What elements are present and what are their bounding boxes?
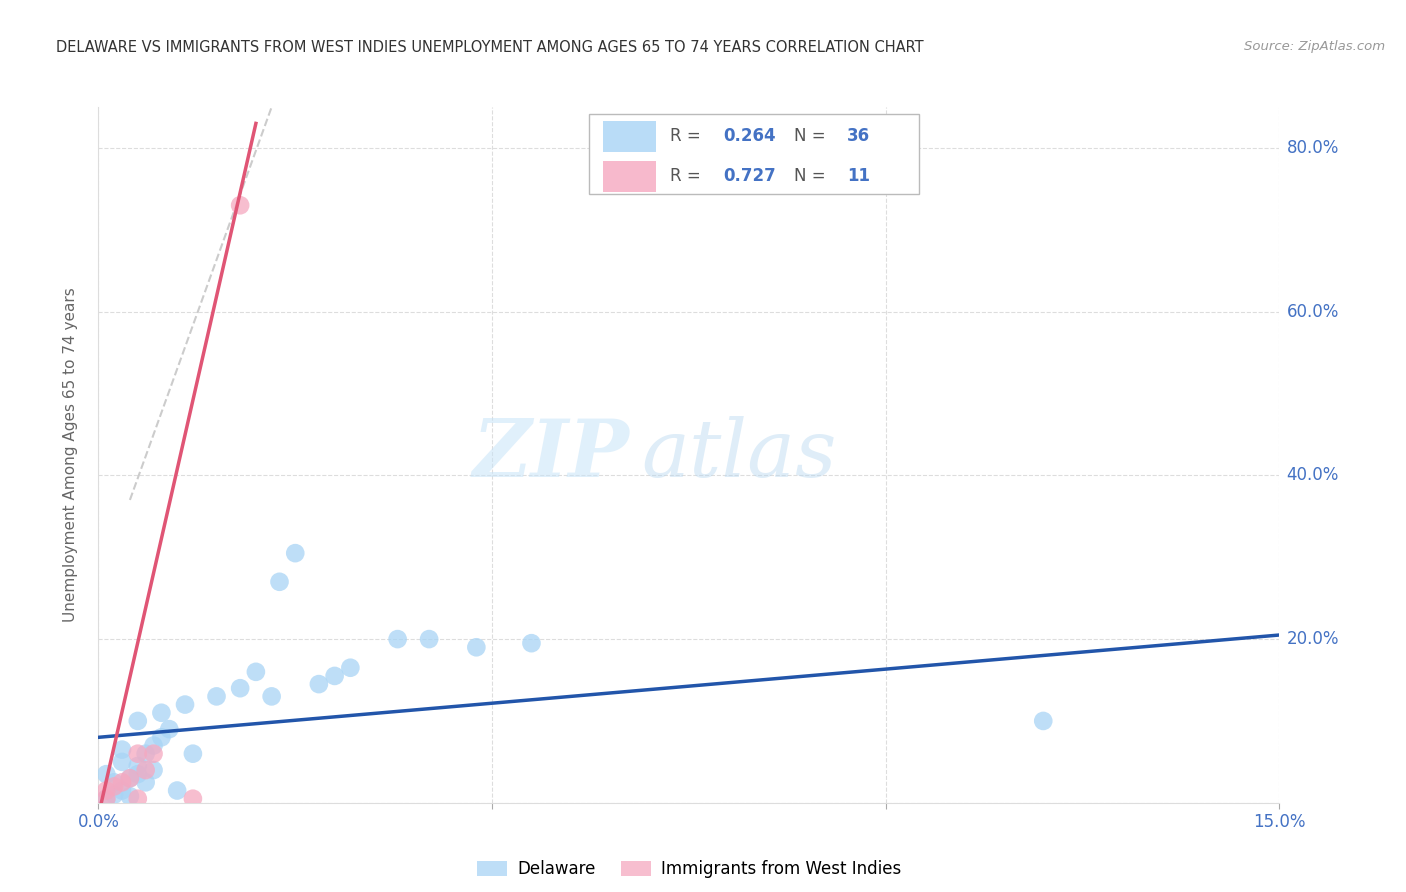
Text: 0.727: 0.727 [723, 168, 776, 186]
Point [103, 788, 125, 802]
Point [118, 771, 141, 785]
Point [96, 791, 118, 805]
Point [127, 747, 149, 761]
Text: DELAWARE VS IMMIGRANTS FROM WEST INDIES UNEMPLOYMENT AMONG AGES 65 TO 74 YEARS C: DELAWARE VS IMMIGRANTS FROM WEST INDIES … [56, 40, 924, 55]
Point [181, 791, 204, 805]
Text: N =: N = [794, 168, 831, 186]
Point [1032, 714, 1054, 728]
Point [229, 681, 252, 696]
Point [260, 690, 283, 704]
Text: 40.0%: 40.0% [1286, 467, 1339, 484]
Text: 11: 11 [848, 168, 870, 186]
Text: atlas: atlas [641, 417, 837, 493]
Point [142, 747, 165, 761]
Text: 60.0%: 60.0% [1286, 302, 1339, 321]
Text: R =: R = [671, 128, 706, 145]
Point [96, 783, 118, 797]
Point [127, 759, 149, 773]
Point [103, 775, 125, 789]
Point [166, 783, 188, 797]
Point [135, 747, 157, 761]
Point [387, 632, 409, 646]
Point [127, 714, 149, 728]
Text: ZIP: ZIP [472, 417, 630, 493]
Text: R =: R = [671, 168, 706, 186]
Point [127, 791, 149, 805]
Point [142, 763, 165, 777]
Point [118, 771, 141, 785]
Point [229, 198, 252, 212]
Point [323, 669, 346, 683]
Text: 36: 36 [848, 128, 870, 145]
Text: 0.264: 0.264 [723, 128, 776, 145]
Text: 20.0%: 20.0% [1286, 630, 1339, 648]
Point [96, 767, 118, 781]
FancyBboxPatch shape [603, 121, 655, 152]
Point [96, 791, 118, 805]
Point [150, 706, 173, 720]
Point [269, 574, 291, 589]
Point [465, 640, 488, 655]
Point [127, 767, 149, 781]
Point [111, 775, 134, 789]
Point [339, 661, 361, 675]
Point [142, 739, 165, 753]
Point [181, 747, 204, 761]
Point [118, 789, 141, 804]
Point [205, 690, 228, 704]
Point [174, 698, 197, 712]
Text: N =: N = [794, 128, 831, 145]
Legend: Delaware, Immigrants from West Indies: Delaware, Immigrants from West Indies [471, 854, 907, 885]
Text: Source: ZipAtlas.com: Source: ZipAtlas.com [1244, 40, 1385, 54]
Point [135, 775, 157, 789]
Point [157, 722, 180, 736]
Point [135, 763, 157, 777]
Point [308, 677, 330, 691]
FancyBboxPatch shape [603, 161, 655, 192]
FancyBboxPatch shape [589, 114, 920, 194]
Y-axis label: Unemployment Among Ages 65 to 74 years: Unemployment Among Ages 65 to 74 years [63, 287, 77, 623]
Point [245, 665, 267, 679]
Point [111, 755, 134, 769]
Point [150, 731, 173, 745]
Point [284, 546, 307, 560]
Point [111, 783, 134, 797]
Text: 80.0%: 80.0% [1286, 139, 1339, 157]
Point [418, 632, 440, 646]
Point [103, 780, 125, 794]
Point [111, 742, 134, 756]
Point [520, 636, 543, 650]
